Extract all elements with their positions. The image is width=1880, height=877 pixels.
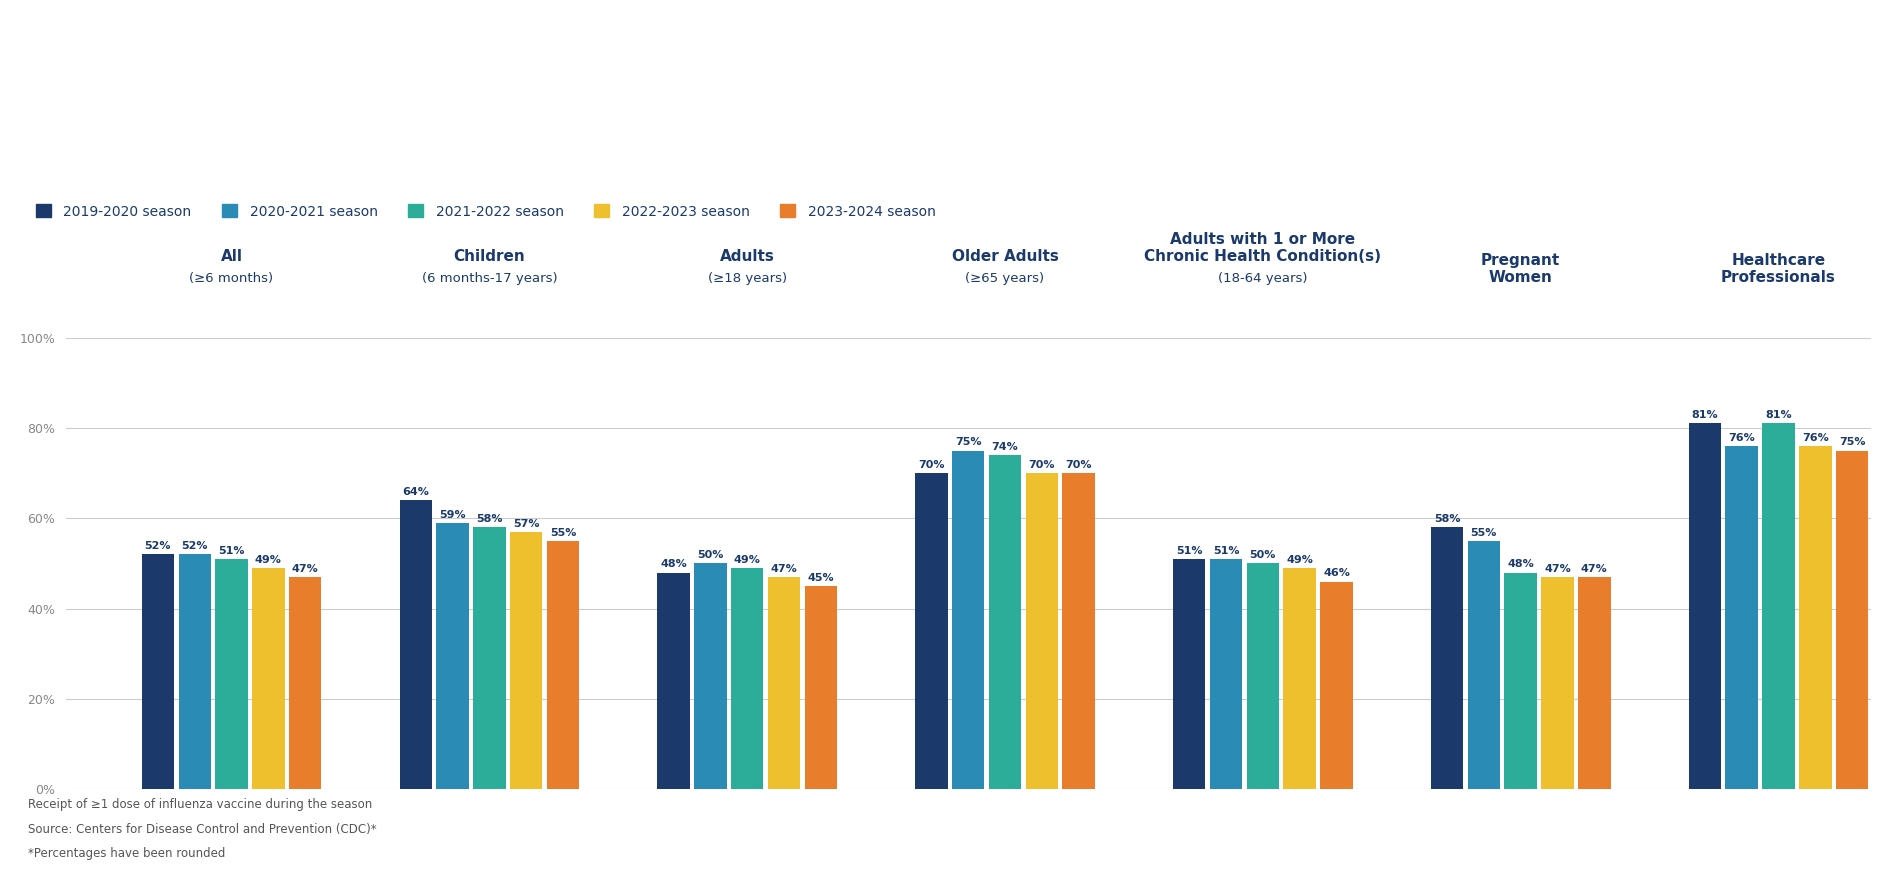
Text: 52%: 52%	[182, 541, 209, 552]
Text: 75%: 75%	[955, 438, 981, 447]
Text: 57%: 57%	[513, 518, 540, 529]
Text: 52%: 52%	[145, 541, 171, 552]
Bar	[658, 573, 690, 789]
Text: Adults with 1 or More
Chronic Health Condition(s): Adults with 1 or More Chronic Health Con…	[1145, 232, 1382, 264]
Text: 58%: 58%	[1434, 514, 1461, 524]
Bar	[1211, 559, 1243, 789]
Bar	[216, 559, 248, 789]
Text: 48%: 48%	[660, 560, 686, 569]
Text: 70%: 70%	[917, 460, 944, 470]
Bar	[1062, 474, 1094, 789]
Text: 45%: 45%	[808, 573, 835, 583]
Bar	[1026, 474, 1058, 789]
Bar	[436, 523, 468, 789]
Text: All: All	[220, 249, 243, 264]
Bar	[1688, 424, 1720, 789]
Text: 70%: 70%	[1028, 460, 1055, 470]
Text: 47%: 47%	[1581, 564, 1607, 574]
Text: 51%: 51%	[1177, 545, 1203, 556]
Bar	[252, 568, 284, 789]
Bar	[731, 568, 763, 789]
Text: (≥65 years): (≥65 years)	[966, 273, 1045, 285]
Bar	[509, 531, 543, 789]
Bar	[1173, 559, 1205, 789]
Legend: 2019-2020 season, 2020-2021 season, 2021-2022 season, 2022-2023 season, 2023-202: 2019-2020 season, 2020-2021 season, 2021…	[36, 204, 936, 218]
Bar	[1577, 577, 1611, 789]
Text: *Percentages have been rounded: *Percentages have been rounded	[28, 847, 226, 860]
Bar	[1762, 424, 1795, 789]
Text: 46%: 46%	[1324, 568, 1350, 578]
Text: 76%: 76%	[1728, 433, 1756, 443]
Bar	[179, 554, 211, 789]
Text: Healthcare
Professionals: Healthcare Professionals	[1720, 253, 1837, 285]
Bar	[989, 455, 1021, 789]
Text: 49%: 49%	[256, 555, 282, 565]
Text: 74%: 74%	[991, 442, 1019, 452]
Text: 51%: 51%	[1213, 545, 1239, 556]
Text: (6 months-17 years): (6 months-17 years)	[421, 273, 556, 285]
Bar	[290, 577, 321, 789]
Text: (≥6 months): (≥6 months)	[190, 273, 274, 285]
Text: 49%: 49%	[733, 555, 761, 565]
Text: 81%: 81%	[1692, 410, 1718, 420]
Text: Influenza Vaccination Coverage by Population: Influenza Vaccination Coverage by Popula…	[34, 76, 1260, 122]
Text: Older Adults: Older Adults	[951, 249, 1058, 264]
Text: (18-64 years): (18-64 years)	[1218, 273, 1308, 285]
Text: 81%: 81%	[1765, 410, 1792, 420]
Text: 47%: 47%	[1543, 564, 1572, 574]
Text: 49%: 49%	[1286, 555, 1312, 565]
Text: (≥18 years): (≥18 years)	[707, 273, 786, 285]
Bar	[916, 474, 948, 789]
Bar	[767, 577, 801, 789]
Bar	[1837, 451, 1869, 789]
Text: Adults: Adults	[720, 249, 775, 264]
Bar	[694, 564, 726, 789]
Bar	[1320, 581, 1354, 789]
Bar	[1799, 446, 1831, 789]
Text: 55%: 55%	[1470, 528, 1496, 538]
Text: 55%: 55%	[549, 528, 577, 538]
Bar	[547, 541, 579, 789]
Bar	[805, 586, 837, 789]
Text: 76%: 76%	[1801, 433, 1829, 443]
Text: 59%: 59%	[440, 510, 466, 520]
Text: 50%: 50%	[697, 550, 724, 560]
Bar	[474, 527, 506, 789]
Text: Receipt of ≥1 dose of influenza vaccine during the season: Receipt of ≥1 dose of influenza vaccine …	[28, 798, 372, 811]
Bar	[1246, 564, 1278, 789]
Text: Pregnant
Women: Pregnant Women	[1481, 253, 1560, 285]
Bar	[1468, 541, 1500, 789]
Text: 64%: 64%	[402, 487, 429, 497]
Bar	[400, 500, 432, 789]
Bar	[1726, 446, 1758, 789]
Bar	[1284, 568, 1316, 789]
Bar	[1431, 527, 1463, 789]
Text: 51%: 51%	[218, 545, 244, 556]
Text: Children: Children	[453, 249, 525, 264]
Bar	[1504, 573, 1536, 789]
Text: 70%: 70%	[1066, 460, 1092, 470]
Text: 47%: 47%	[771, 564, 797, 574]
Text: 48%: 48%	[1508, 560, 1534, 569]
Bar	[141, 554, 175, 789]
Bar	[951, 451, 985, 789]
Bar	[1542, 577, 1574, 789]
Text: 58%: 58%	[476, 514, 502, 524]
Text: 75%: 75%	[1839, 438, 1865, 447]
Text: 47%: 47%	[291, 564, 318, 574]
Text: Source: Centers for Disease Control and Prevention (CDC)*: Source: Centers for Disease Control and …	[28, 823, 376, 836]
Text: 50%: 50%	[1250, 550, 1277, 560]
